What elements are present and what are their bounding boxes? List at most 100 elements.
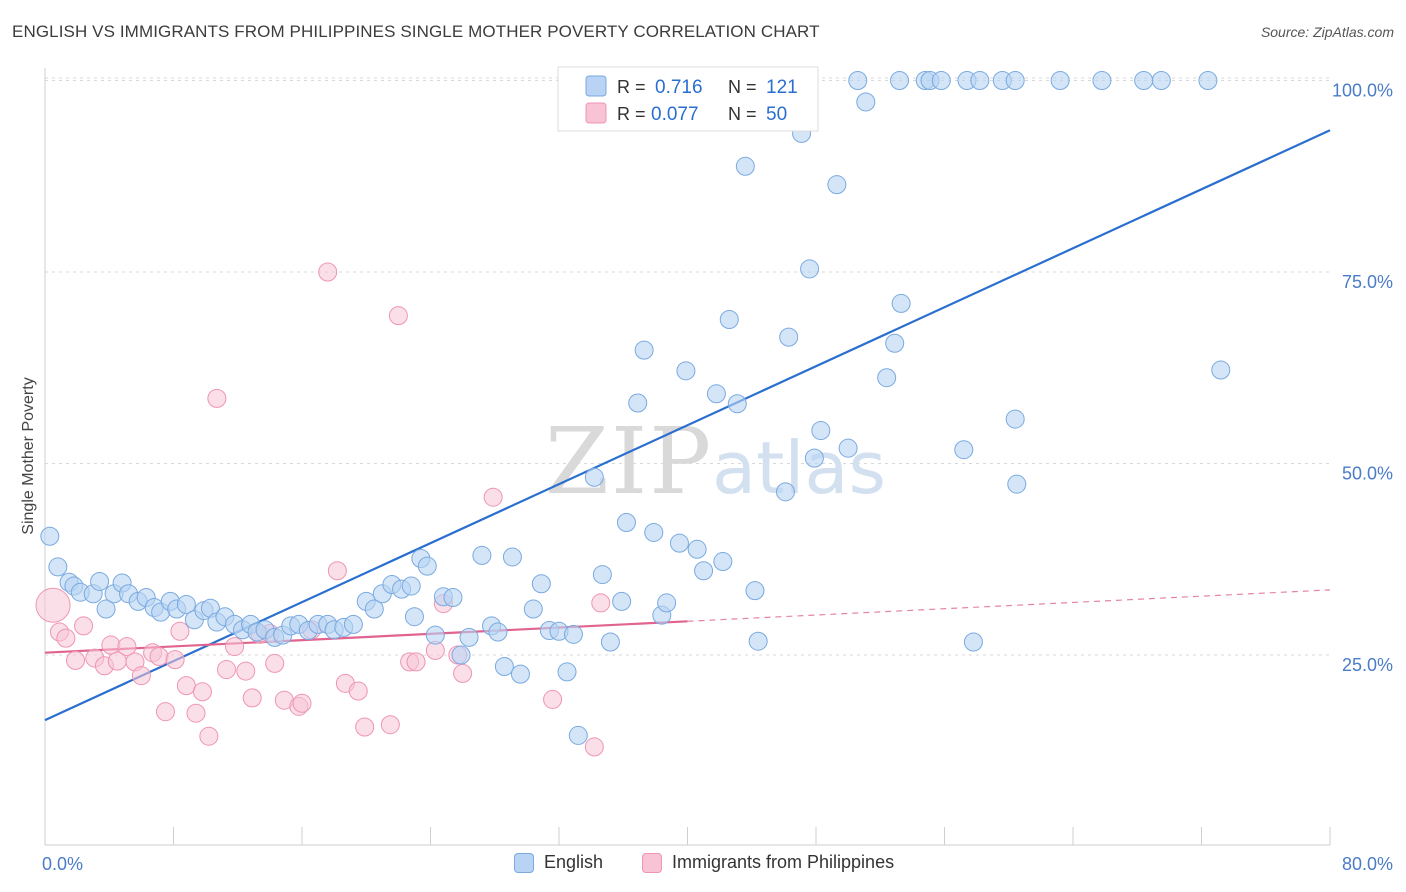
point-phil bbox=[192, 682, 212, 702]
point-english bbox=[963, 632, 983, 652]
point-phil bbox=[292, 693, 312, 713]
point-english bbox=[804, 448, 824, 468]
point-english bbox=[90, 571, 110, 591]
legend-swatch-english bbox=[585, 75, 607, 97]
point-english bbox=[459, 627, 479, 647]
point-phil bbox=[101, 635, 121, 655]
point-english bbox=[488, 622, 508, 642]
point-english bbox=[811, 421, 831, 441]
point-phil bbox=[591, 593, 611, 613]
point-phil bbox=[380, 715, 400, 735]
point-phil bbox=[348, 681, 368, 701]
point-english bbox=[800, 259, 820, 279]
legend-n-value-phil: 50 bbox=[766, 104, 787, 125]
x-tick-label-min: 0.0% bbox=[42, 854, 83, 874]
point-english bbox=[176, 594, 196, 614]
point-phil bbox=[56, 628, 76, 648]
point-english bbox=[1092, 71, 1112, 90]
y-axis-label: Single Mother Poverty bbox=[20, 377, 37, 534]
point-english bbox=[451, 645, 471, 665]
point-english bbox=[401, 576, 421, 596]
point-english bbox=[404, 607, 424, 627]
bottom-legend-phil: Immigrants from Philippines bbox=[642, 852, 894, 873]
point-english bbox=[494, 656, 514, 676]
point-english bbox=[634, 340, 654, 360]
point-phil bbox=[225, 637, 245, 657]
source-label: Source: ZipAtlas.com bbox=[1260, 24, 1394, 40]
point-english bbox=[343, 614, 363, 634]
point-phil bbox=[74, 616, 94, 636]
point-phil bbox=[318, 262, 338, 282]
point-english bbox=[1151, 71, 1171, 90]
point-phil bbox=[355, 717, 375, 737]
point-english bbox=[891, 293, 911, 313]
y-tick-label: 75.0% bbox=[1342, 272, 1393, 292]
point-english bbox=[890, 71, 910, 90]
point-english bbox=[417, 556, 437, 576]
point-english bbox=[510, 664, 530, 684]
point-english bbox=[694, 561, 714, 581]
legend-r-value-phil: 0.077 bbox=[651, 104, 699, 125]
point-english bbox=[745, 581, 765, 601]
point-phil bbox=[186, 703, 206, 723]
legend-n-label-phil: N = bbox=[728, 104, 757, 124]
point-english bbox=[1134, 71, 1154, 90]
point-english bbox=[775, 482, 795, 502]
point-english bbox=[954, 440, 974, 460]
point-phil bbox=[327, 561, 347, 581]
point-english bbox=[502, 547, 522, 567]
point-phil bbox=[453, 663, 473, 683]
point-english bbox=[1211, 360, 1231, 380]
point-phil bbox=[388, 306, 408, 326]
point-english bbox=[735, 156, 755, 176]
point-english bbox=[848, 71, 868, 90]
point-english bbox=[779, 327, 799, 347]
point-english bbox=[523, 599, 543, 619]
point-english bbox=[612, 591, 632, 611]
point-phil bbox=[165, 650, 185, 670]
point-english bbox=[616, 512, 636, 532]
axes bbox=[44, 68, 1331, 846]
point-phil bbox=[217, 660, 237, 680]
watermark-zip: ZIP bbox=[545, 408, 713, 515]
point-phil bbox=[199, 726, 219, 746]
point-english bbox=[856, 92, 876, 112]
point-english bbox=[443, 588, 463, 608]
tick-labels: 25.0% 50.0% 75.0% 100.0% 0.0% 80.0% bbox=[42, 81, 1393, 875]
y-tick-label: 25.0% bbox=[1342, 655, 1393, 675]
data-points bbox=[35, 71, 1231, 757]
point-english bbox=[748, 631, 768, 651]
point-english bbox=[931, 71, 951, 90]
point-english bbox=[1198, 71, 1218, 90]
point-phil bbox=[131, 666, 151, 686]
point-english bbox=[838, 438, 858, 458]
point-english bbox=[1005, 409, 1025, 429]
point-english bbox=[877, 368, 897, 388]
trend-line-phil bbox=[44, 620, 688, 654]
watermark: ZIP atlas bbox=[545, 408, 886, 515]
bottom-legend-swatch-phil bbox=[642, 852, 662, 873]
point-english bbox=[600, 632, 620, 652]
point-phil bbox=[170, 621, 190, 641]
point-english bbox=[531, 574, 551, 594]
point-english bbox=[687, 539, 707, 559]
bottom-legend-english: English bbox=[514, 852, 603, 873]
point-english bbox=[584, 467, 604, 487]
point-english bbox=[644, 522, 664, 542]
point-phil bbox=[483, 487, 503, 507]
point-phil bbox=[265, 653, 285, 673]
point-phil bbox=[543, 689, 563, 709]
point-english bbox=[1005, 71, 1025, 90]
point-english bbox=[628, 393, 648, 413]
point-english bbox=[676, 361, 696, 381]
point-phil bbox=[66, 650, 86, 670]
legend-n-label-english: N = bbox=[728, 77, 757, 97]
point-english bbox=[669, 533, 689, 553]
point-english bbox=[425, 625, 445, 645]
point-english bbox=[472, 545, 492, 565]
point-english bbox=[96, 599, 116, 619]
chart-title: ENGLISH VS IMMIGRANTS FROM PHILIPPINES S… bbox=[12, 22, 820, 41]
point-phil bbox=[584, 737, 604, 757]
legend-n-value-english: 121 bbox=[766, 77, 798, 98]
